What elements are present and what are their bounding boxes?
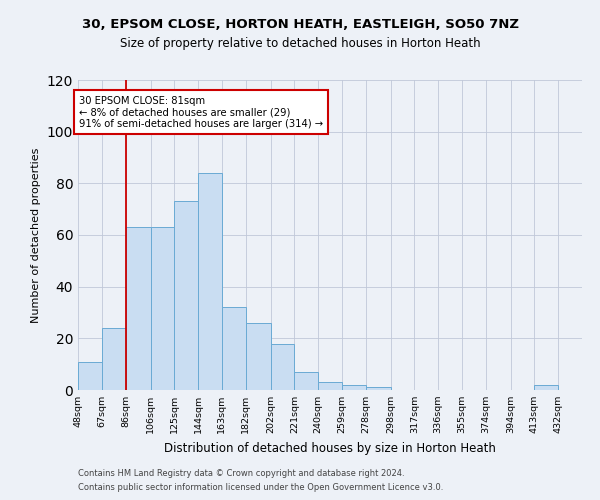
Text: Size of property relative to detached houses in Horton Heath: Size of property relative to detached ho… xyxy=(119,38,481,51)
Bar xyxy=(245,323,271,390)
Bar xyxy=(125,227,151,390)
Bar xyxy=(78,362,102,390)
Text: 30 EPSOM CLOSE: 81sqm
← 8% of detached houses are smaller (29)
91% of semi-detac: 30 EPSOM CLOSE: 81sqm ← 8% of detached h… xyxy=(79,96,323,128)
Bar xyxy=(365,388,391,390)
X-axis label: Distribution of detached houses by size in Horton Heath: Distribution of detached houses by size … xyxy=(164,442,496,454)
Text: Contains HM Land Registry data © Crown copyright and database right 2024.: Contains HM Land Registry data © Crown c… xyxy=(78,468,404,477)
Bar xyxy=(151,227,174,390)
Bar xyxy=(318,382,342,390)
Bar xyxy=(271,344,295,390)
Text: Contains public sector information licensed under the Open Government Licence v3: Contains public sector information licen… xyxy=(78,484,443,492)
Y-axis label: Number of detached properties: Number of detached properties xyxy=(31,148,41,322)
Bar xyxy=(295,372,318,390)
Bar xyxy=(342,385,365,390)
Bar xyxy=(198,173,222,390)
Bar xyxy=(535,385,558,390)
Bar xyxy=(174,202,198,390)
Bar xyxy=(102,328,125,390)
Text: 30, EPSOM CLOSE, HORTON HEATH, EASTLEIGH, SO50 7NZ: 30, EPSOM CLOSE, HORTON HEATH, EASTLEIGH… xyxy=(82,18,518,30)
Bar xyxy=(222,308,245,390)
